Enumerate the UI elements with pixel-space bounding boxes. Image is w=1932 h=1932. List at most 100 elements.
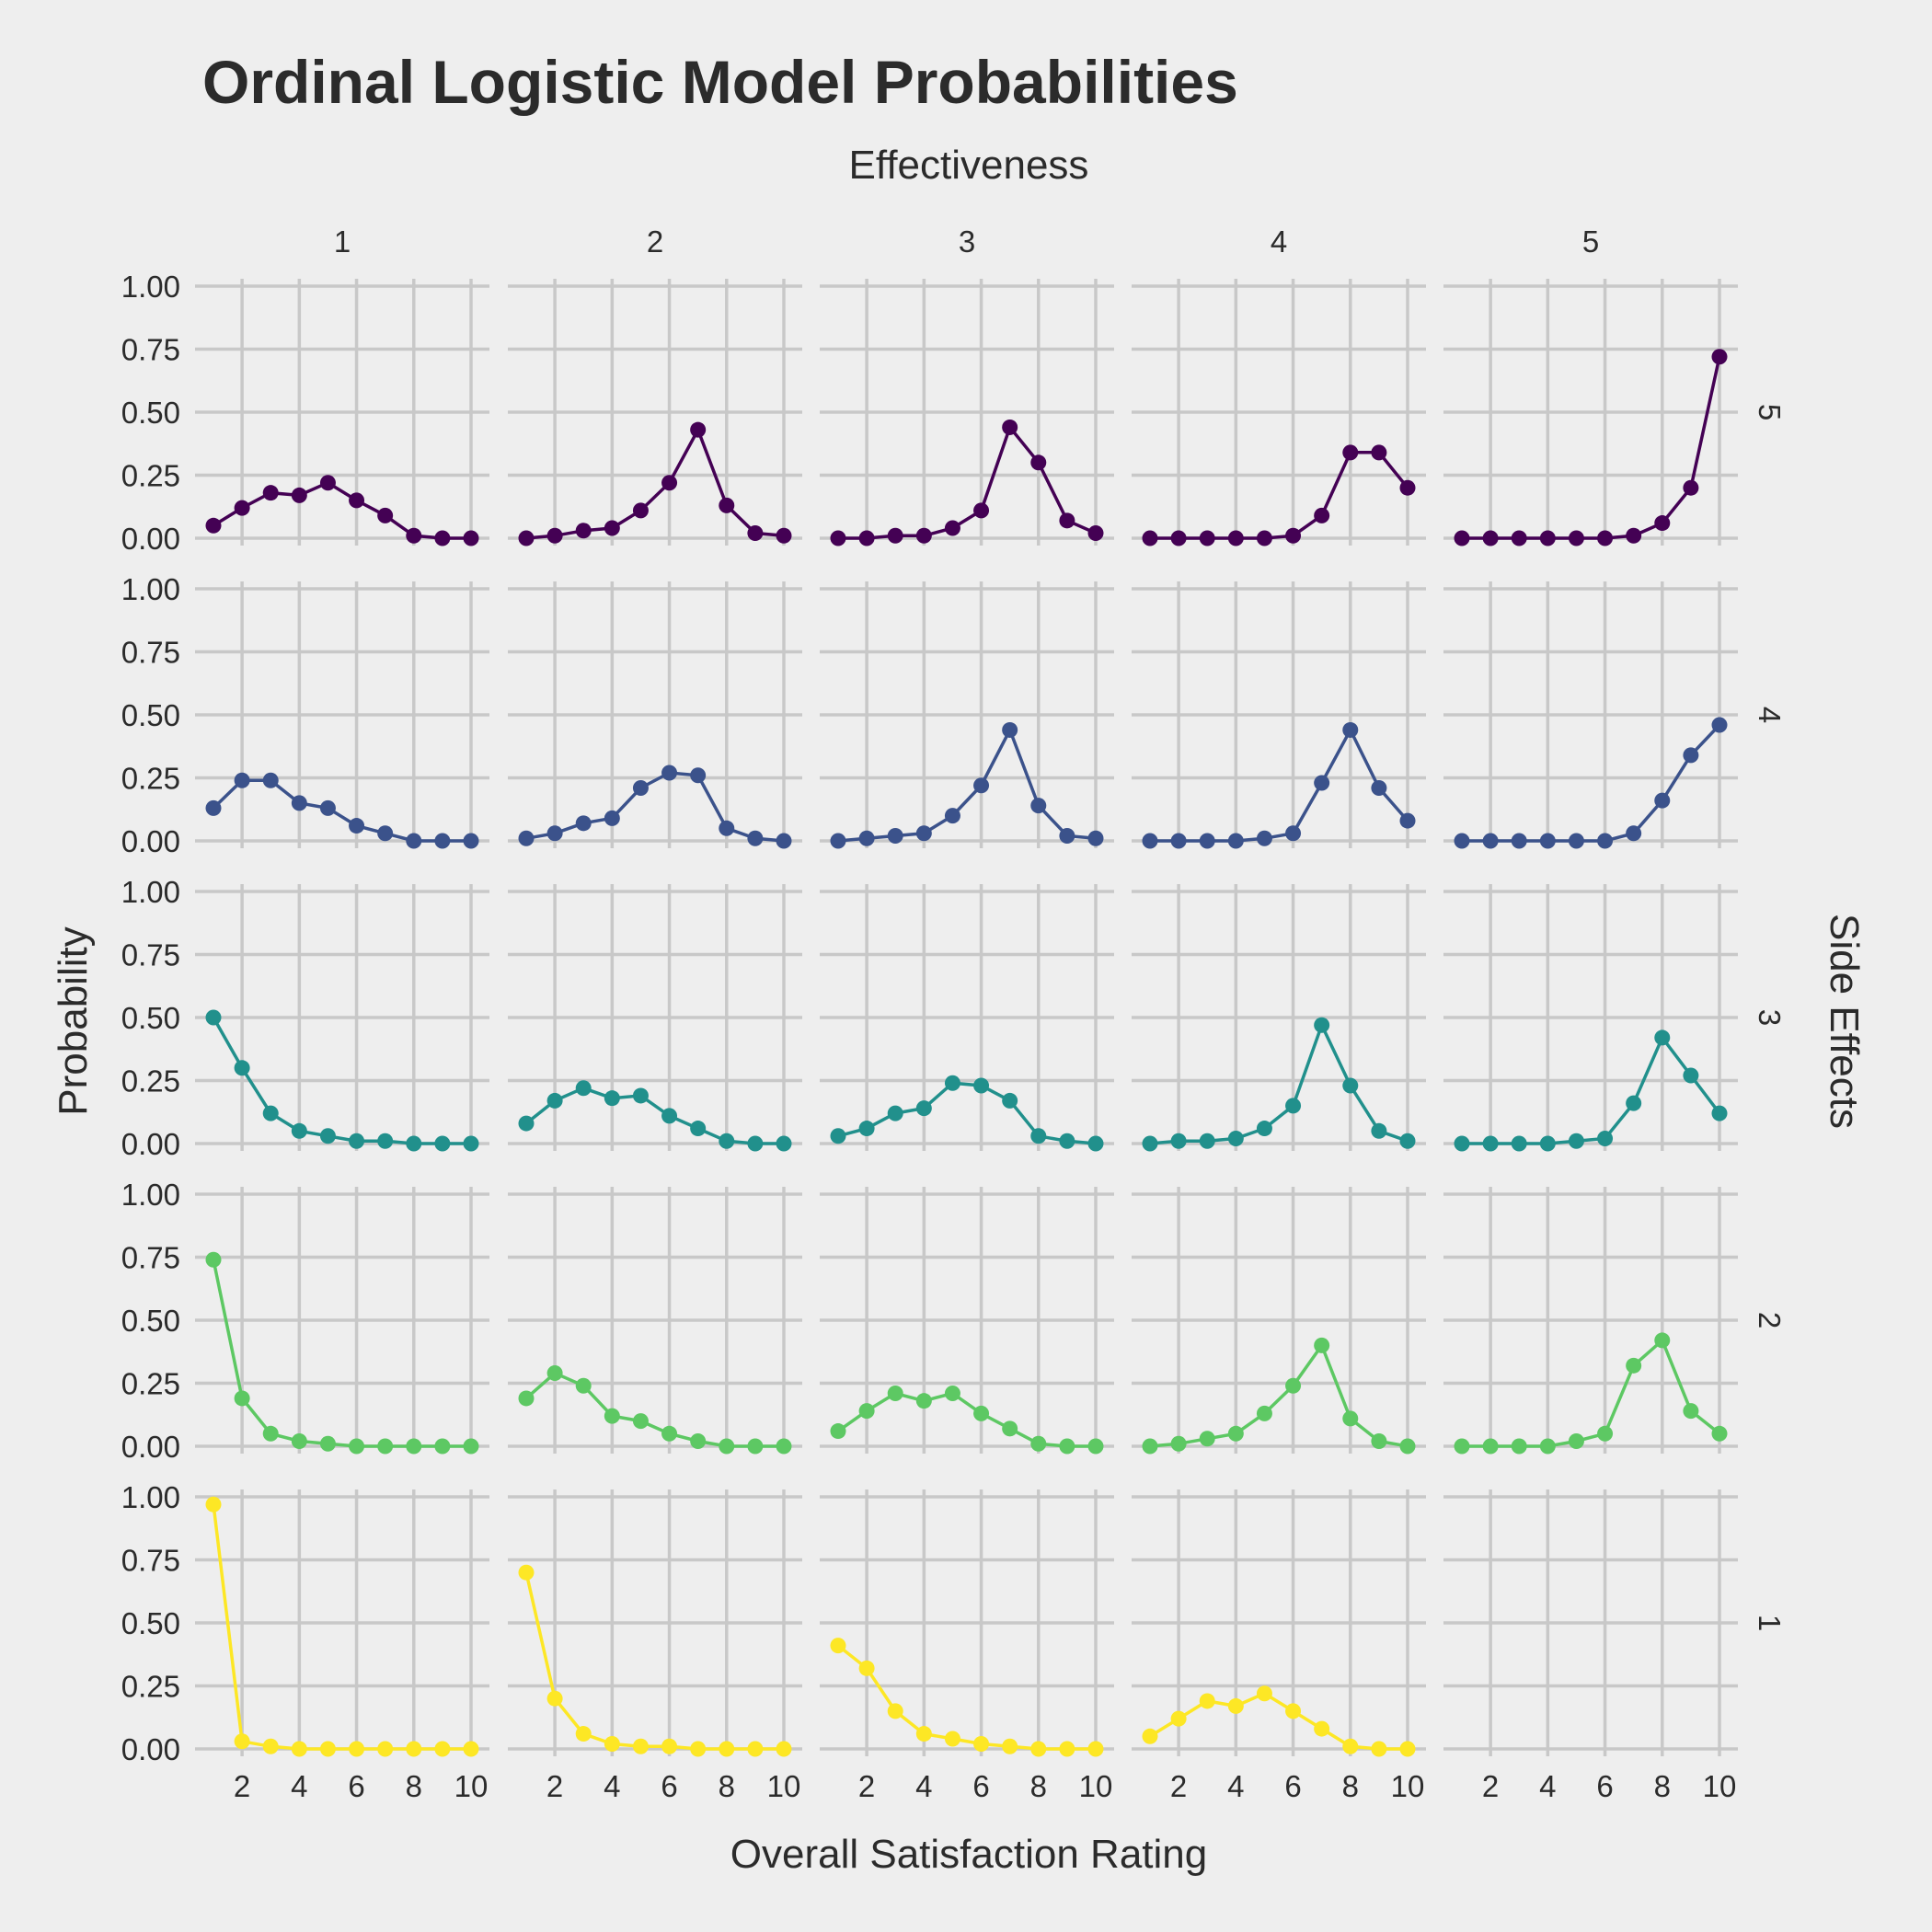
panel-se3-eff4 — [1132, 884, 1426, 1152]
y-tick-label-0.75: 0.75 — [121, 938, 180, 972]
data-point-x6 — [1285, 1098, 1302, 1114]
series-line-se3-eff1 — [212, 1017, 471, 1145]
data-point-x1 — [1142, 1728, 1158, 1744]
data-point-x8 — [1654, 1332, 1671, 1349]
data-point-x9 — [1683, 479, 1699, 496]
panel-se3-eff5 — [1443, 884, 1738, 1152]
data-point-x1 — [1454, 1438, 1470, 1455]
data-point-x8 — [1342, 1410, 1359, 1427]
x-tick-label-4: 4 — [1539, 1769, 1556, 1803]
data-point-x5 — [632, 1087, 649, 1104]
data-point-x1 — [1454, 530, 1470, 546]
data-point-x2 — [1170, 530, 1187, 546]
data-point-x8 — [406, 833, 422, 849]
x-tick-label-10: 10 — [1391, 1769, 1425, 1803]
x-tick-label-2: 2 — [858, 1769, 875, 1803]
data-point-x2 — [546, 1092, 563, 1109]
data-point-x8 — [1342, 1077, 1359, 1094]
data-point-x6 — [973, 502, 990, 519]
series-line-se4-eff5 — [1462, 723, 1721, 843]
data-point-x9 — [1059, 1438, 1075, 1455]
x-tick-label-4: 4 — [1227, 1769, 1244, 1803]
data-point-x8 — [1342, 1738, 1359, 1754]
y-tick-label-1.00: 1.00 — [121, 572, 180, 606]
data-point-x4 — [291, 795, 307, 811]
series-line-se2-eff4 — [1149, 1341, 1409, 1448]
data-point-x5 — [1256, 1405, 1272, 1421]
y-axis-title: Probability — [51, 926, 96, 1115]
data-point-x7 — [1002, 419, 1018, 435]
x-tick-label-6: 6 — [348, 1769, 364, 1803]
data-point-x6 — [1285, 527, 1302, 544]
data-point-x7 — [690, 421, 707, 438]
data-point-x8 — [1030, 1128, 1047, 1144]
series-line-se1-eff1 — [212, 1503, 471, 1751]
data-point-x6 — [661, 475, 678, 491]
data-point-x1 — [830, 530, 846, 546]
data-point-x2 — [1170, 1133, 1187, 1149]
data-point-x2 — [858, 1121, 875, 1137]
data-point-x8 — [406, 1741, 422, 1757]
data-point-x5 — [319, 1128, 336, 1144]
data-point-x4 — [1227, 833, 1244, 849]
x-tick-label-6: 6 — [1284, 1769, 1301, 1803]
data-point-x2 — [546, 1365, 563, 1382]
data-point-x3 — [262, 1738, 279, 1754]
panel-se4-eff1 — [195, 581, 489, 849]
data-point-x7 — [690, 1433, 707, 1450]
y-tick-label-0.50: 0.50 — [121, 1001, 180, 1035]
series-line-se1-eff3 — [836, 1644, 1096, 1751]
data-point-x9 — [434, 1438, 451, 1455]
data-point-x3 — [575, 523, 592, 539]
data-point-x4 — [1227, 1697, 1244, 1714]
panel-se1-eff4 — [1132, 1489, 1426, 1757]
data-point-x5 — [319, 799, 336, 816]
col-strip-label-3: 3 — [959, 224, 975, 259]
data-point-x9 — [434, 530, 451, 546]
x-tick-label-6: 6 — [972, 1769, 989, 1803]
y-tick-label-1.00: 1.00 — [121, 1178, 180, 1212]
data-point-x2 — [546, 825, 563, 842]
data-point-x5 — [1568, 530, 1584, 546]
data-point-x9 — [747, 830, 764, 846]
data-point-x4 — [915, 527, 932, 544]
data-point-x8 — [719, 1741, 735, 1757]
data-point-x1 — [518, 530, 535, 546]
data-point-x10 — [463, 1438, 479, 1455]
data-point-x9 — [1371, 779, 1387, 796]
data-point-x4 — [291, 1433, 307, 1450]
x-tick-label-4: 4 — [915, 1769, 932, 1803]
x-tick-label-2: 2 — [1170, 1769, 1187, 1803]
data-point-x10 — [1087, 1741, 1104, 1757]
data-point-x1 — [205, 517, 222, 534]
data-point-x1 — [518, 1115, 535, 1132]
data-point-x3 — [575, 815, 592, 832]
data-point-x4 — [1539, 1135, 1556, 1152]
data-point-x10 — [1399, 812, 1416, 829]
panel-se1-eff2 — [508, 1489, 802, 1757]
x-tick-label-6: 6 — [661, 1769, 677, 1803]
panel-se4-eff2 — [508, 581, 802, 849]
y-tick-label-0.25: 0.25 — [121, 1367, 180, 1401]
data-point-x9 — [1371, 444, 1387, 461]
x-tick-label-6: 6 — [1596, 1769, 1613, 1803]
panel-se3-eff1 — [195, 884, 489, 1152]
data-point-x5 — [1256, 1685, 1272, 1702]
data-point-x6 — [349, 1133, 365, 1149]
data-point-x8 — [719, 497, 735, 513]
panel-se2-eff5 — [1443, 1187, 1738, 1455]
data-point-x8 — [1654, 1029, 1671, 1046]
y-tick-label-0.00: 0.00 — [121, 1430, 180, 1464]
data-point-x6 — [1597, 1425, 1614, 1442]
data-point-x10 — [463, 1741, 479, 1757]
data-point-x10 — [1711, 1105, 1728, 1121]
data-point-x6 — [1285, 1703, 1302, 1719]
y-tick-label-0.50: 0.50 — [121, 1304, 180, 1338]
data-point-x9 — [747, 525, 764, 542]
series-line-se1-eff4 — [1149, 1691, 1408, 1751]
data-point-x9 — [1059, 1741, 1075, 1757]
col-facet-title: Effectiveness — [849, 143, 1089, 188]
panel-se1-eff3 — [820, 1489, 1114, 1757]
row-strip-label-4: 4 — [1753, 707, 1787, 723]
y-tick-label-0.25: 0.25 — [121, 762, 180, 796]
